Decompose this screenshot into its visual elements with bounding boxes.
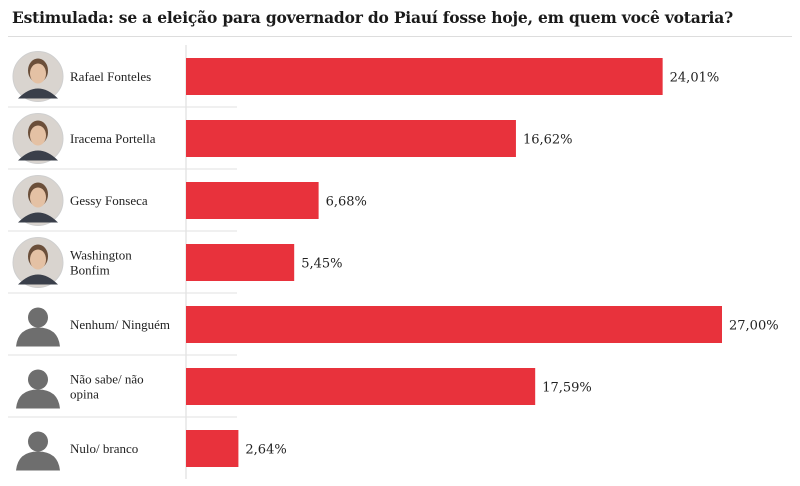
bar xyxy=(186,306,722,343)
category-label: Rafael Fonteles xyxy=(70,69,151,84)
value-label: 6,68% xyxy=(326,195,367,210)
bar-row: Nenhum/ Ninguém 27,00% xyxy=(8,292,779,347)
category-label: Gessy Fonseca xyxy=(70,193,148,208)
value-label: 2,64% xyxy=(245,443,286,458)
bar xyxy=(186,244,295,281)
value-label: 5,45% xyxy=(301,257,342,272)
category-label: Iracema Portella xyxy=(70,131,156,146)
bar xyxy=(186,368,536,405)
value-label: 24,01% xyxy=(670,71,720,86)
candidate-photo-icon xyxy=(12,237,64,288)
bar xyxy=(186,58,663,95)
bar-row: Rafael Fonteles 24,01% xyxy=(12,51,720,102)
bar xyxy=(186,120,516,157)
person-silhouette-icon xyxy=(16,431,60,471)
value-label: 27,00% xyxy=(729,319,779,334)
candidate-photo-icon xyxy=(12,113,64,164)
candidate-photo-icon xyxy=(12,51,64,102)
title-divider xyxy=(8,36,792,37)
bar xyxy=(186,182,319,219)
bar xyxy=(186,430,239,467)
bar-row: Iracema Portella 16,62% xyxy=(8,106,573,164)
value-label: 16,62% xyxy=(523,133,573,148)
bar-row: Gessy Fonseca 6,68% xyxy=(8,168,367,226)
person-silhouette-icon xyxy=(16,369,60,409)
category-label: Washington xyxy=(70,248,132,263)
chart-title: Estimulada: se a eleição para governador… xyxy=(12,8,733,27)
bar-row: Nulo/ branco 2,64% xyxy=(8,416,287,471)
category-label: Não sabe/ não xyxy=(70,372,144,387)
category-label: Nulo/ branco xyxy=(70,441,138,456)
category-label: Nenhum/ Ninguém xyxy=(70,317,170,332)
category-label: opina xyxy=(70,387,99,402)
person-silhouette-icon xyxy=(16,307,60,347)
value-label: 17,59% xyxy=(542,381,592,396)
candidate-photo-icon xyxy=(12,175,64,226)
category-label: Bonfim xyxy=(70,263,110,278)
